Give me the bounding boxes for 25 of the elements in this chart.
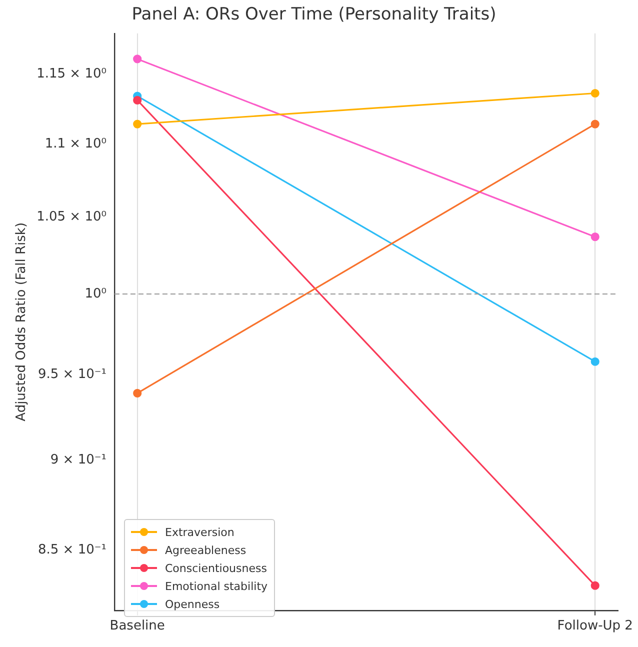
- y-tick-label: 1.15 × 10⁰: [36, 66, 106, 82]
- chart-title: Panel A: ORs Over Time (Personality Traits): [132, 4, 496, 25]
- y-tick-label: 10⁰: [84, 286, 106, 302]
- point: [590, 581, 600, 590]
- legend-label: Conscientiousness: [165, 562, 267, 574]
- legend-label: Extraversion: [165, 526, 234, 538]
- y-tick-label: 1.05 × 10⁰: [36, 210, 106, 225]
- legend-label: Openness: [165, 598, 220, 610]
- point: [590, 120, 600, 128]
- x-tick-label: Baseline: [110, 618, 165, 634]
- point: [590, 88, 600, 98]
- point: [133, 96, 142, 104]
- y-tick-label: 9.5 × 10⁻¹: [38, 367, 106, 382]
- point: [133, 54, 142, 64]
- y-axis-title: Adjusted Odds Ratio (Fall Risk): [14, 222, 30, 422]
- point: [133, 388, 142, 398]
- point: [590, 232, 600, 242]
- legend-label: Agreeableness: [165, 544, 246, 556]
- y-tick-label: 8.5 × 10⁻¹: [38, 542, 106, 558]
- y-tick-label: 1.1 × 10⁰: [44, 136, 106, 152]
- point: [590, 357, 600, 366]
- point: [133, 120, 142, 128]
- legend-label: Emotional stability: [165, 580, 268, 592]
- y-tick-label: 9 × 10⁻¹: [50, 452, 106, 468]
- x-tick-label: Follow-Up 2: [557, 618, 633, 634]
